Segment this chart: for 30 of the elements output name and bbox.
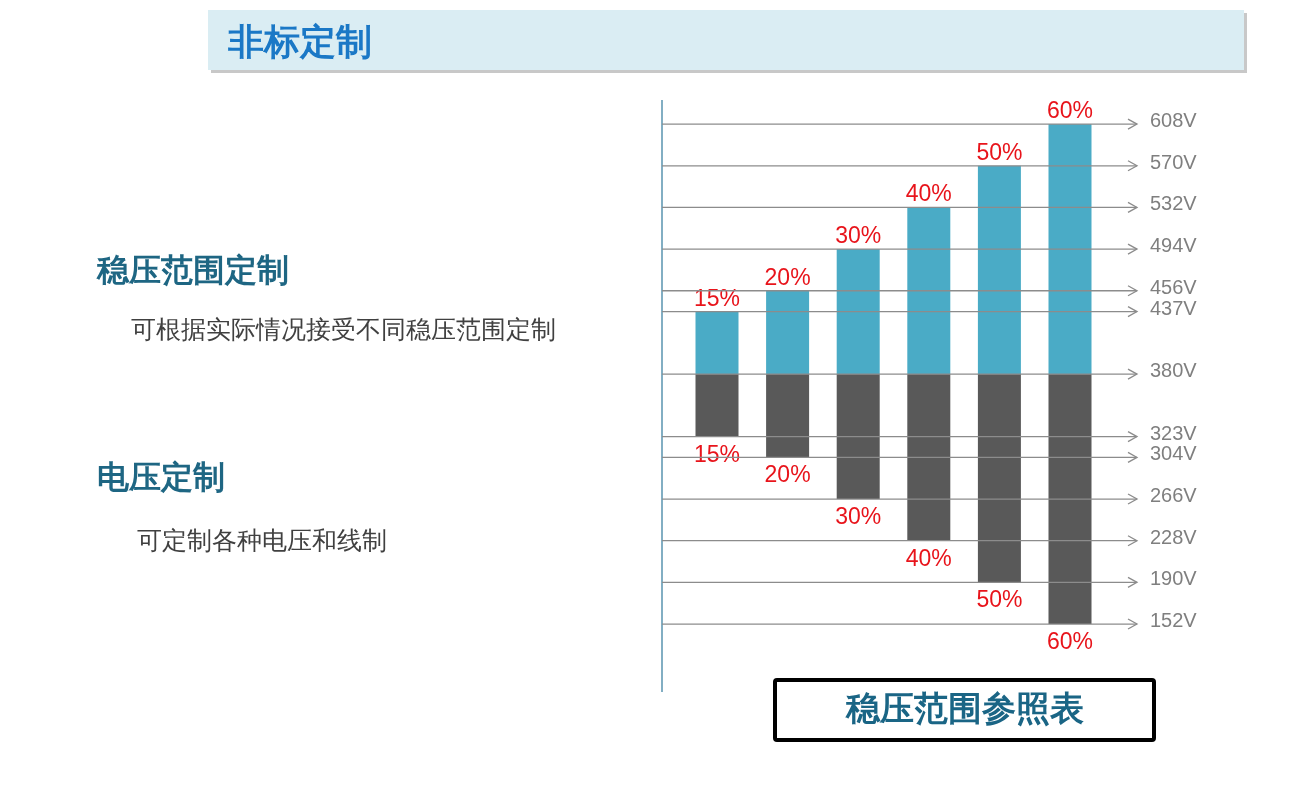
text: 可定制各种电压和线制 — [137, 526, 387, 554]
y-tick-label: 323V — [1150, 421, 1198, 444]
annotation: 50% — [976, 138, 1023, 165]
y-tick-label: 380V — [1150, 359, 1198, 382]
annotation: 40% — [905, 544, 952, 571]
annotation: 20% — [764, 461, 811, 488]
y-tick-label: 494V — [1150, 234, 1198, 257]
y-tick-label: 266V — [1150, 484, 1198, 507]
annotation: 15% — [693, 440, 741, 467]
annotation: 20% — [764, 263, 811, 290]
annotation: 30% — [835, 503, 882, 530]
y-tick-label: 437V — [1150, 296, 1198, 319]
y-tick-label: 608V — [1150, 109, 1198, 132]
text: 可根据实际情况接受不同稳压范围定制 — [131, 315, 556, 343]
text: 稳压范围参照表 — [844, 689, 1084, 727]
text: 电压定制 — [97, 459, 225, 495]
y-tick-label: 190V — [1150, 567, 1198, 590]
y-tick-label: 228V — [1150, 525, 1198, 548]
y-tick-label: 152V — [1150, 609, 1198, 632]
annotation: 40% — [905, 180, 952, 207]
y-tick-label: 532V — [1150, 192, 1198, 215]
annotation: 60% — [1046, 97, 1094, 124]
y-tick-label: 304V — [1150, 442, 1198, 465]
annotation: 30% — [835, 222, 882, 249]
y-tick-label: 456V — [1150, 275, 1198, 298]
text: 稳压范围定制 — [96, 252, 289, 288]
annotation: 60% — [1046, 628, 1094, 655]
annotation: 50% — [976, 586, 1023, 613]
y-tick-label: 570V — [1150, 150, 1198, 173]
text: 非标定制 — [227, 20, 372, 62]
